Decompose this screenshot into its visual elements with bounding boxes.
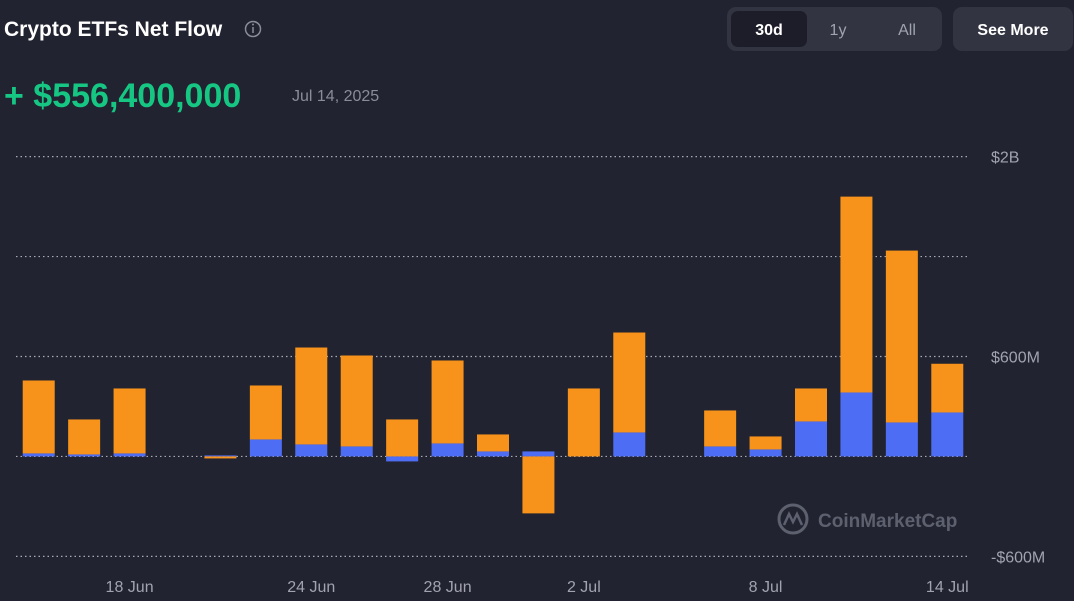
bar-segment — [840, 196, 873, 393]
bar-segment — [567, 388, 600, 457]
date: Jul 14, 2025 — [292, 88, 379, 105]
bar-segment — [477, 434, 509, 452]
bar-segment — [249, 385, 282, 440]
bar-segment — [795, 388, 827, 422]
bar-segment — [68, 454, 101, 457]
bar-segment — [68, 419, 101, 455]
x-tick-label: 24 Jun — [287, 579, 335, 596]
x-tick-label: 8 Jul — [749, 579, 783, 596]
bar-segment — [22, 453, 55, 457]
see-more-button[interactable] — [953, 7, 1073, 51]
bar-segment — [885, 422, 918, 457]
range-button[interactable]: All — [898, 22, 916, 39]
bar-segment — [749, 449, 782, 457]
bar-segment — [340, 355, 373, 447]
bar-segment — [431, 360, 464, 444]
bar-segment — [613, 332, 646, 433]
bar-segment — [431, 443, 464, 457]
x-tick-label: 14 Jul — [926, 579, 969, 596]
watermark: CoinMarketCap — [818, 511, 957, 532]
bar-segment — [840, 392, 873, 457]
watermark-logo — [777, 503, 809, 535]
bar-segment — [340, 446, 373, 457]
x-tick-label: 18 Jun — [106, 579, 154, 596]
bar-segment — [204, 456, 237, 459]
bar-segment — [795, 421, 827, 457]
y-tick-label: $2B — [991, 150, 1019, 167]
bar-segment — [522, 451, 555, 457]
bar-segment — [204, 455, 237, 457]
bar-segment — [113, 388, 146, 454]
bar-segment — [295, 444, 328, 457]
see-more[interactable]: See More — [977, 22, 1048, 39]
info-icon[interactable] — [244, 20, 262, 38]
x-tick-label: 2 Jul — [567, 579, 601, 596]
bar-segment — [613, 432, 646, 457]
bar-segment — [249, 439, 282, 457]
bar-segment — [704, 410, 737, 447]
bar-segment — [22, 380, 55, 454]
bar-segment — [885, 250, 918, 423]
bar-segment — [386, 419, 419, 457]
bar-segment — [113, 453, 146, 457]
bar-segment — [749, 436, 782, 450]
y-tick-label: -$600M — [991, 549, 1045, 566]
bar-segment — [522, 456, 555, 514]
range-selected — [731, 11, 807, 47]
bar-segment — [704, 446, 737, 457]
bar-segment — [931, 363, 964, 413]
x-tick-label: 28 Jun — [424, 579, 472, 596]
range-button[interactable]: 1y — [830, 22, 847, 39]
bar-segment — [386, 456, 419, 462]
bar-segment — [931, 412, 964, 457]
y-tick-label: $600M — [991, 350, 1040, 367]
bar-segment — [295, 347, 328, 445]
title: Crypto ETFs Net Flow — [4, 18, 223, 41]
bar-segment — [477, 451, 509, 457]
range-button[interactable]: 30d — [755, 22, 783, 39]
headline: + $556,400,000 — [4, 77, 241, 115]
